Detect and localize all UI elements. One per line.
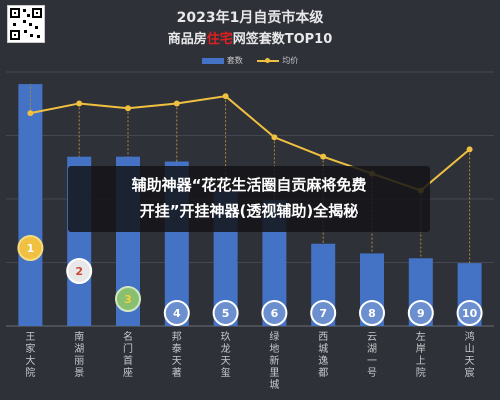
category-label: 玺: [221, 366, 231, 379]
category-label: 天: [221, 356, 231, 367]
rank-badge: [212, 300, 239, 326]
category-label: 云: [367, 332, 377, 343]
category-label: 岸: [416, 343, 426, 355]
category-label: 西: [318, 332, 328, 343]
category-label: 邦: [172, 330, 182, 343]
price-point: [173, 100, 180, 107]
category-label: 里: [269, 367, 279, 379]
legend-line-swatch: [257, 57, 280, 63]
rank-badge-label: 4: [173, 307, 181, 320]
rank-badge: [17, 235, 44, 261]
price-point: [466, 146, 473, 153]
category-label: 上: [416, 355, 426, 367]
rank-badge-label: 8: [368, 307, 376, 320]
category-label: 一: [367, 356, 377, 367]
subtitle-highlight: 住宅: [206, 32, 233, 47]
price-point: [125, 105, 131, 112]
rank-badge-label: 6: [271, 307, 279, 320]
category-label: 大: [25, 354, 35, 367]
category-label: 城: [269, 379, 279, 391]
price-point: [222, 93, 229, 100]
category-label: 龙: [221, 342, 231, 355]
category-label: 家: [25, 342, 35, 355]
subtitle-prefix: 商品房: [167, 32, 207, 47]
rank-badge-label: 2: [75, 265, 83, 278]
category-label: 左: [416, 330, 426, 343]
category-label: 天: [172, 356, 182, 367]
category-label: 绿: [269, 330, 279, 343]
caption-overlay: 辅助神器“花花生活圈自贡麻将免费 开挂”开挂神器(透视辅助)全揭秘: [68, 166, 430, 232]
category-label: 院: [416, 366, 426, 379]
category-label: 王: [25, 332, 35, 343]
category-label: 地: [269, 342, 279, 355]
rank-badge: [407, 300, 434, 326]
rank-badge-label: 10: [462, 307, 478, 320]
rank-badge-label: 1: [27, 242, 35, 255]
rank-badge: [359, 300, 385, 326]
rank-badge: [261, 300, 288, 326]
category-label: 著: [172, 366, 182, 379]
price-point: [27, 110, 34, 117]
category-label: 座: [123, 366, 133, 379]
rank-badge-label: 9: [417, 307, 425, 320]
chart-title: 2023年1月自贡市本级: [176, 10, 324, 26]
rank-badge-label: 3: [124, 293, 132, 306]
qr-code: [7, 5, 45, 43]
category-label: 新: [269, 354, 279, 367]
category-label: 门: [123, 342, 133, 355]
category-label: 湖: [367, 343, 377, 355]
overlay-caption: 辅助神器“花花生活圈自贡麻将免费 开挂”开挂神器(透视辅助)全揭秘: [131, 176, 367, 220]
category-label: 丽: [74, 356, 84, 367]
qr-code-pattern: [10, 8, 42, 40]
category-label: 宸: [465, 366, 475, 379]
legend-line-label: 均价: [282, 56, 299, 65]
chart-legend: 套数 均价: [0, 55, 500, 66]
category-label: 号: [367, 367, 377, 379]
rank-badge: [66, 258, 93, 284]
legend-bar-swatch: [201, 57, 224, 64]
subtitle-suffix: 网签套数TOP10: [232, 32, 333, 47]
rank-badge: [163, 300, 190, 326]
rank-badge: [115, 286, 141, 312]
price-point: [76, 100, 83, 107]
rank-badge-label: 5: [222, 307, 230, 320]
chart-subtitle: 商品房住宅网签套数TOP10: [0, 28, 500, 47]
category-label: 天: [465, 356, 475, 367]
rank-badge-label: 7: [319, 307, 327, 320]
category-label: 景: [74, 367, 84, 379]
price-point: [271, 134, 278, 141]
rank-badge: [310, 300, 337, 326]
category-label: 玖: [221, 330, 231, 343]
category-label: 院: [25, 366, 35, 379]
bar: [18, 84, 43, 326]
category-label: 南: [74, 330, 84, 343]
rank-badge: [456, 300, 483, 326]
price-point: [320, 153, 327, 160]
legend-bar-label: 套数: [226, 56, 243, 65]
category-label: 都: [318, 367, 328, 379]
category-label: 首: [123, 354, 133, 367]
category-label: 名: [123, 330, 133, 343]
category-label: 城: [318, 343, 328, 355]
category-label: 逸: [318, 355, 328, 367]
category-label: 湖: [74, 343, 84, 355]
category-label: 山: [465, 343, 475, 355]
category-label: 泰: [172, 342, 182, 355]
category-label: 鸿: [465, 330, 475, 343]
